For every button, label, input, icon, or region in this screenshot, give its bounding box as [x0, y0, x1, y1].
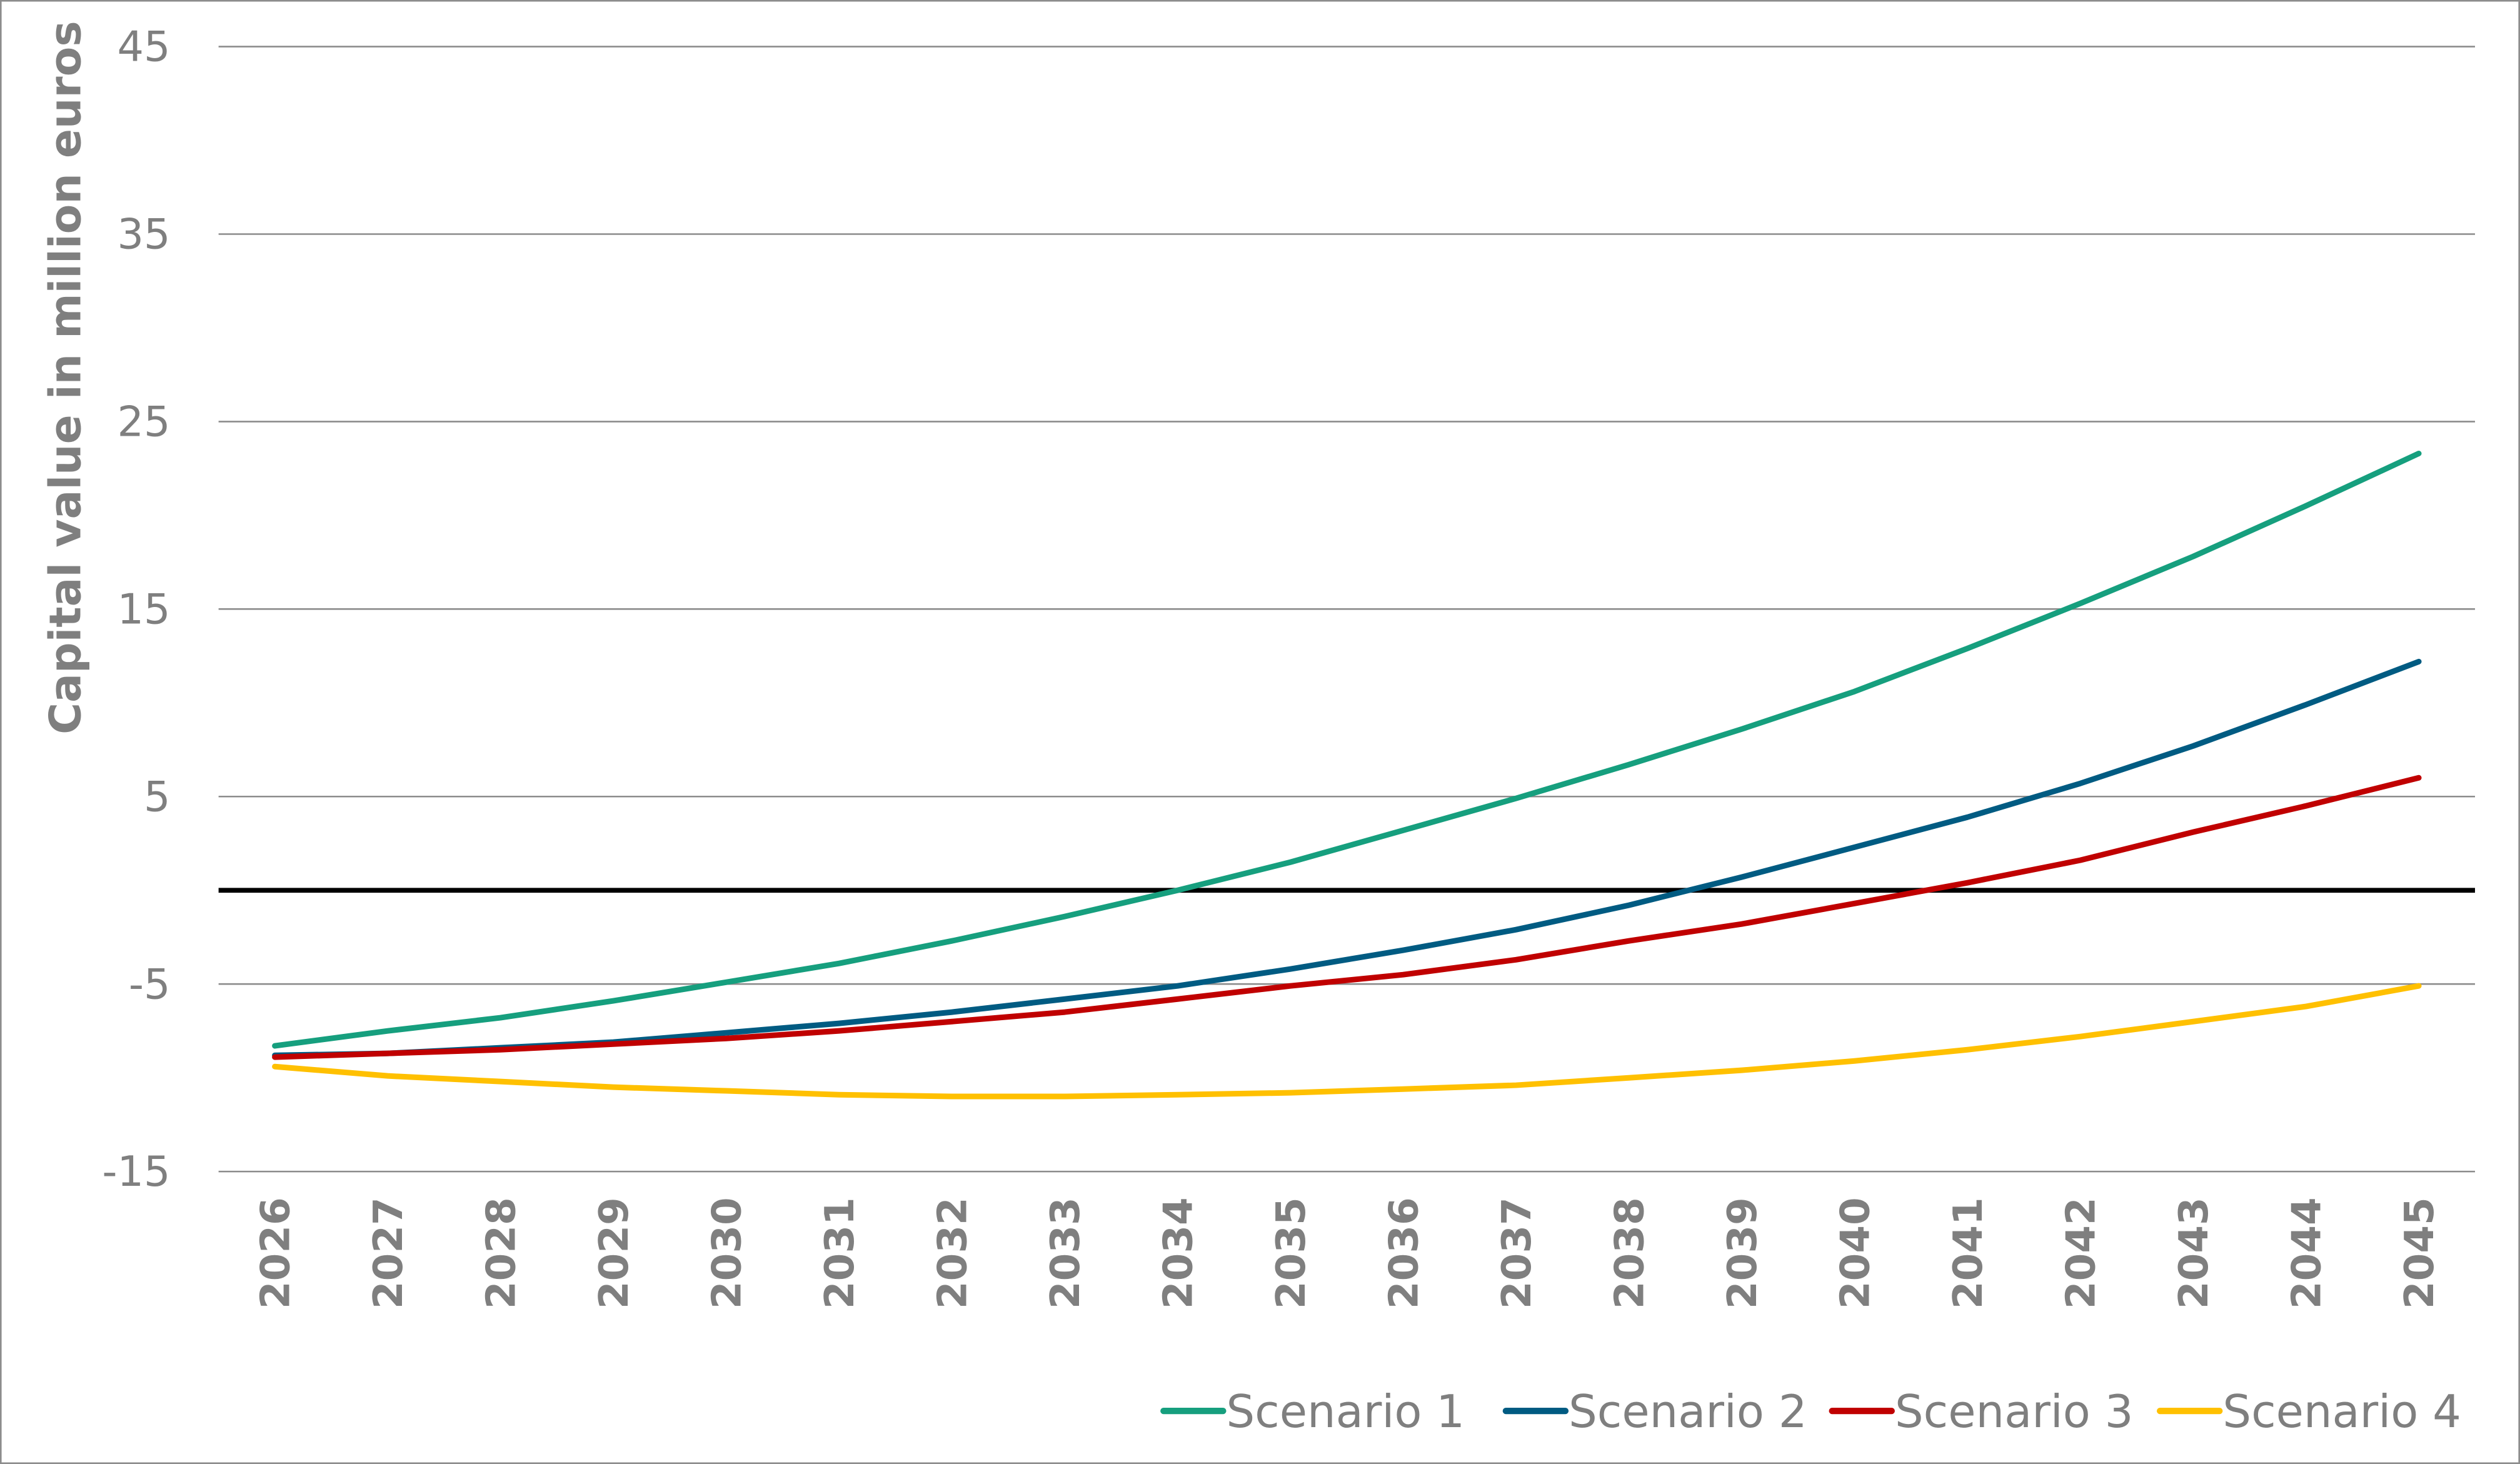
y-tick-label: -15 — [102, 1147, 170, 1196]
series-line-4 — [272, 983, 2422, 1100]
y-tick-label: 25 — [117, 398, 170, 446]
series-line-3 — [272, 775, 2422, 1060]
legend-label: Scenario 2 — [1569, 1385, 1807, 1438]
legend-label: Scenario 3 — [1895, 1385, 2134, 1438]
x-tick-label: 2032 — [930, 1197, 976, 1309]
legend-item-1: Scenario 1 — [1160, 1385, 1465, 1438]
y-axis-title: Capital value in million euros — [41, 21, 91, 735]
y-tick-label: 45 — [117, 23, 170, 71]
x-tick-label: 2027 — [365, 1197, 412, 1309]
x-tick-label: 2035 — [1268, 1197, 1315, 1309]
x-tick-label: 2034 — [1155, 1197, 1202, 1309]
legend-item-3: Scenario 3 — [1829, 1385, 2134, 1438]
x-tick-label: 2042 — [2058, 1197, 2105, 1309]
x-tick-label: 2039 — [1719, 1197, 1766, 1309]
x-tick-label: 2031 — [816, 1197, 863, 1309]
legend-label: Scenario 1 — [1227, 1385, 1465, 1438]
x-tick-label: 2040 — [1832, 1197, 1879, 1309]
x-tick-label: 2033 — [1042, 1197, 1089, 1309]
legend-label: Scenario 4 — [2222, 1385, 2461, 1438]
y-tick-label: 5 — [144, 772, 171, 821]
y-tick-label: 15 — [117, 584, 170, 633]
legend-item-2: Scenario 2 — [1502, 1385, 1807, 1438]
x-tick-label: 2028 — [478, 1197, 525, 1309]
y-tick-label: 35 — [117, 210, 170, 259]
x-tick-label: 2043 — [2171, 1197, 2217, 1309]
x-tick-label: 2029 — [591, 1197, 638, 1309]
y-tick-label: -5 — [129, 960, 171, 1008]
x-tick-label: 2041 — [1945, 1197, 1992, 1309]
x-tick-label: 2044 — [2284, 1197, 2331, 1309]
legend-item-4: Scenario 4 — [2157, 1385, 2461, 1438]
x-tick-label: 2030 — [704, 1197, 751, 1309]
x-tick-label: 2037 — [1493, 1197, 1540, 1309]
x-tick-label: 2045 — [2396, 1197, 2443, 1309]
x-tick-label: 2038 — [1607, 1197, 1654, 1309]
x-tick-label: 2026 — [253, 1197, 299, 1309]
x-tick-label: 2036 — [1381, 1197, 1428, 1309]
series-line-1 — [272, 450, 2422, 1049]
